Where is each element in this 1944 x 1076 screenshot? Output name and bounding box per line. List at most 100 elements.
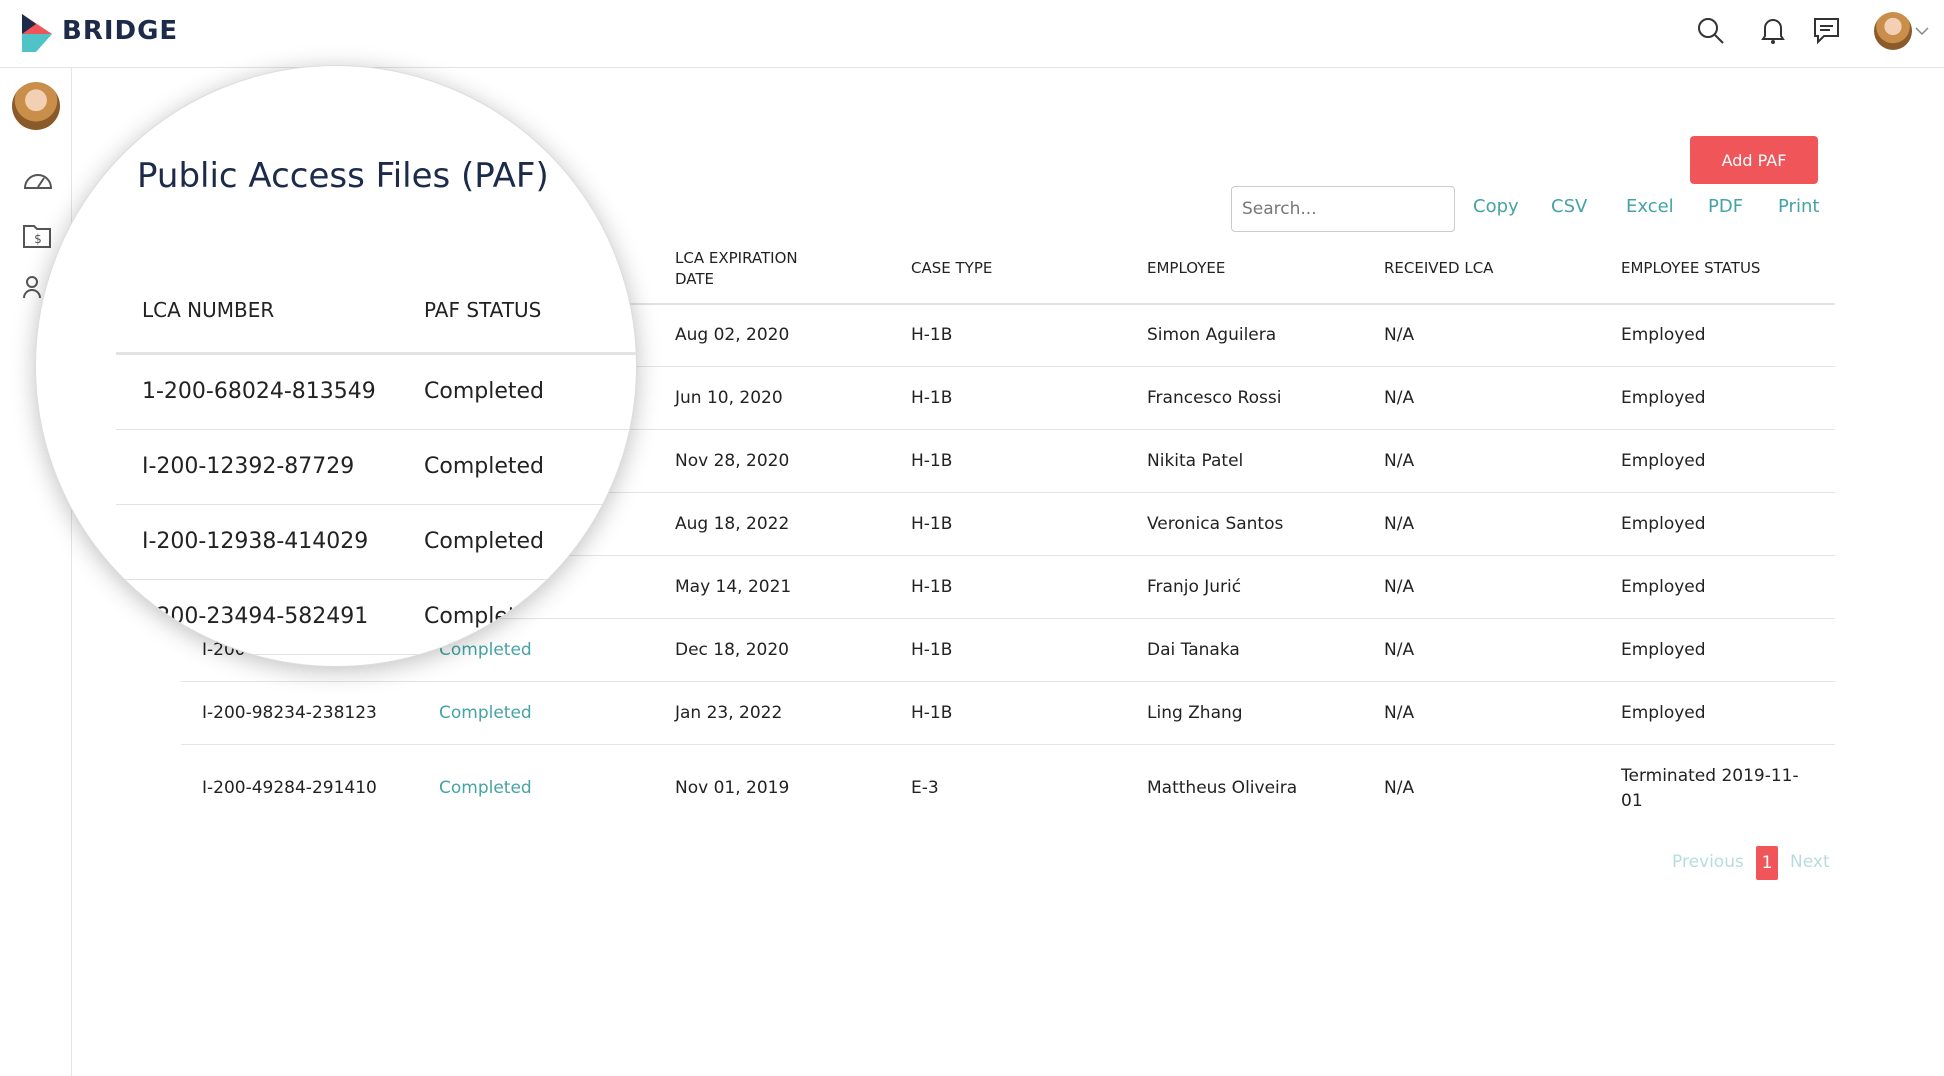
table-cell: E-3 (911, 778, 939, 799)
table-cell: H-1B (911, 640, 953, 661)
row-divider (181, 492, 1835, 493)
table-cell: Employed (1621, 514, 1706, 535)
table-cell: Completed (424, 454, 544, 479)
column-header: CASE TYPE (911, 259, 993, 277)
table-cell: Completed (424, 529, 544, 554)
svg-text:$: $ (34, 232, 42, 246)
table-cell: Completed (439, 640, 532, 661)
search-icon[interactable] (1696, 16, 1726, 46)
table-cell: H-1B (911, 325, 953, 346)
table-cell: Ling Zhang (1147, 703, 1243, 724)
brand: BRIDGE (62, 16, 179, 46)
table-cell: Veronica Santos (1147, 514, 1284, 535)
row-divider (181, 366, 1835, 367)
table-cell: I-200-98234-238123 (202, 703, 377, 724)
table-cell: N/A (1384, 325, 1415, 346)
header-divider (181, 303, 1835, 305)
row-divider (181, 681, 1835, 682)
row-divider (116, 579, 636, 580)
pagination-next[interactable]: Next (1790, 852, 1830, 872)
table-cell: H-1B (911, 703, 953, 724)
table-cell: Francesco Rossi (1147, 388, 1282, 409)
table-cell: H-1B (911, 388, 953, 409)
page-title: Public Access Files (PAF) (137, 156, 549, 196)
export-button[interactable]: Copy (1473, 196, 1519, 217)
table-cell: I-200-49284-291410 (202, 778, 377, 799)
row-divider (116, 654, 636, 655)
table-cell: Dec 18, 2020 (675, 640, 790, 661)
row-divider (116, 504, 636, 505)
files-icon[interactable]: $ (22, 220, 54, 250)
chat-icon[interactable] (1812, 16, 1842, 46)
table-cell: H-1B (911, 514, 953, 535)
dashboard-icon[interactable] (22, 168, 54, 192)
table-cell: N/A (1384, 514, 1415, 535)
export-button[interactable]: Print (1778, 196, 1820, 217)
row-divider (181, 618, 1835, 619)
top-bar: BRIDGE (0, 0, 1944, 68)
search-input[interactable]: Search... (1231, 186, 1455, 232)
table-cell: Jan 23, 2022 (675, 703, 783, 724)
table-cell: Mattheus Oliveira (1147, 778, 1298, 799)
table-cell: Completed (439, 778, 532, 799)
table-cell: H-1B (911, 577, 953, 598)
table-cell: May 14, 2021 (675, 577, 792, 598)
row-divider (181, 429, 1835, 430)
table-cell: Aug 02, 2020 (675, 325, 790, 346)
table-cell: I-200-12938-414029 (142, 529, 369, 554)
pagination-previous[interactable]: Previous (1672, 852, 1744, 872)
table-cell: Franjo Jurić (1147, 577, 1242, 598)
table-cell: Employed (1621, 388, 1706, 409)
table-cell: I-200-12392-87729 (142, 454, 355, 479)
column-header: EMPLOYEE STATUS (1621, 259, 1761, 277)
table-cell: Nov 01, 2019 (675, 778, 790, 799)
table-cell: Completed (439, 703, 532, 724)
table-cell: H-1B (911, 451, 953, 472)
row-divider (181, 744, 1835, 745)
table-cell: N/A (1384, 388, 1415, 409)
column-header: LCA NUMBER (142, 298, 275, 322)
export-button[interactable]: CSV (1551, 196, 1588, 217)
users-icon[interactable] (22, 272, 54, 302)
row-divider (181, 555, 1835, 556)
table-cell: Nikita Patel (1147, 451, 1244, 472)
table-cell: Dai Tanaka (1147, 640, 1240, 661)
pagination-current[interactable]: 1 (1756, 846, 1778, 880)
user-avatar[interactable] (1874, 12, 1912, 50)
column-header: PAF STATUS (424, 298, 542, 322)
table-cell: N/A (1384, 451, 1415, 472)
bell-icon[interactable] (1760, 16, 1786, 46)
dropdown-caret[interactable] (1914, 26, 1930, 38)
table-cell: 1-200-68024-813549 (142, 379, 376, 404)
header-divider (116, 352, 636, 355)
sidebar: $ (0, 68, 72, 1076)
table-cell: Terminated 2019-11-01 (1621, 765, 1799, 811)
table-cell: Simon Aguilera (1147, 325, 1277, 346)
table-cell: N/A (1384, 778, 1415, 799)
column-header: RECEIVED LCA (1384, 259, 1494, 277)
table-cell: Employed (1621, 703, 1706, 724)
table-cell: I-200-23494-582491 (142, 604, 369, 629)
table-cell: Completed (424, 604, 544, 629)
table-cell: N/A (1384, 640, 1415, 661)
column-header: LCA EXPIRATION DATE (675, 248, 798, 288)
magnifier: Public Access Files (PAF) LCA NUMBER PAF … (35, 65, 637, 667)
logo-mark (22, 14, 52, 52)
table-cell: Employed (1621, 451, 1706, 472)
table-cell: Employed (1621, 577, 1706, 598)
export-button[interactable]: PDF (1708, 196, 1744, 217)
table-cell: Employed (1621, 325, 1706, 346)
table-cell: Nov 28, 2020 (675, 451, 790, 472)
row-divider (116, 429, 636, 430)
table-cell: Aug 18, 2022 (675, 514, 790, 535)
add-paf-button[interactable]: Add PAF (1690, 136, 1818, 184)
table-cell: Jun 10, 2020 (675, 388, 783, 409)
column-header: EMPLOYEE (1147, 259, 1226, 277)
sidebar-avatar[interactable] (12, 82, 60, 130)
table-cell: Employed (1621, 640, 1706, 661)
table-cell: N/A (1384, 577, 1415, 598)
table-cell: N/A (1384, 703, 1415, 724)
table-cell: Completed (424, 379, 544, 404)
export-button[interactable]: Excel (1626, 196, 1674, 217)
